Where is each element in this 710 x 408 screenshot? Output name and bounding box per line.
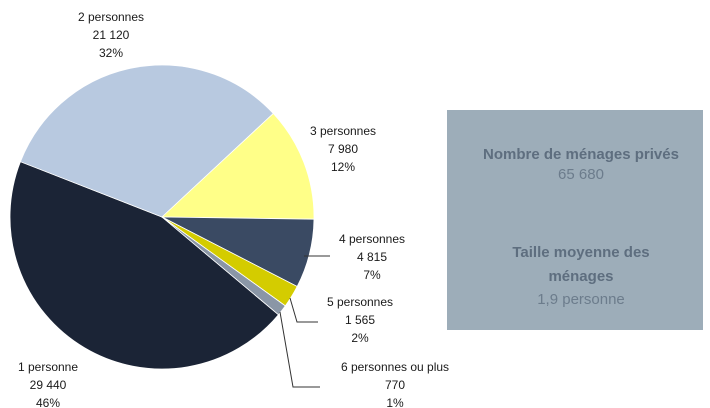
slice-percent: 12%	[331, 160, 355, 174]
slice-label: 6 personnes ou plus	[341, 360, 449, 374]
slice-label: 1 personne	[18, 360, 78, 374]
pie	[9, 64, 315, 370]
leader-line	[289, 297, 318, 323]
size-value: 1,9 personne	[537, 291, 625, 308]
slice-value: 21 120	[93, 28, 130, 42]
slice-percent: 7%	[363, 268, 381, 282]
slice-label: 5 personnes	[327, 295, 393, 309]
slice-label: 3 personnes	[310, 124, 376, 138]
slice-value: 29 440	[30, 378, 67, 392]
info-box	[447, 110, 703, 330]
slice-percent: 32%	[99, 46, 123, 60]
pie-slice	[160, 112, 315, 220]
pie-slice	[9, 161, 280, 370]
slice-label: 2 personnes	[78, 10, 144, 24]
households-value: 65 680	[558, 166, 604, 183]
leader-line	[279, 311, 320, 388]
size-label: Taille moyenne des	[512, 244, 649, 261]
slice-percent: 1%	[386, 396, 404, 408]
leader-lines	[279, 255, 330, 388]
size-label: ménages	[548, 268, 613, 285]
households-label: Nombre de ménages privés	[483, 146, 679, 163]
slice-value: 4 815	[357, 250, 387, 264]
slice-value: 1 565	[345, 313, 375, 327]
pie-slice	[161, 216, 286, 316]
pie-slice	[19, 64, 274, 218]
slice-percent: 2%	[351, 331, 369, 345]
slice-label: 4 personnes	[339, 232, 405, 246]
slice-value: 770	[385, 378, 405, 392]
slice-percent: 46%	[36, 396, 60, 408]
slice-value: 7 980	[328, 142, 358, 156]
